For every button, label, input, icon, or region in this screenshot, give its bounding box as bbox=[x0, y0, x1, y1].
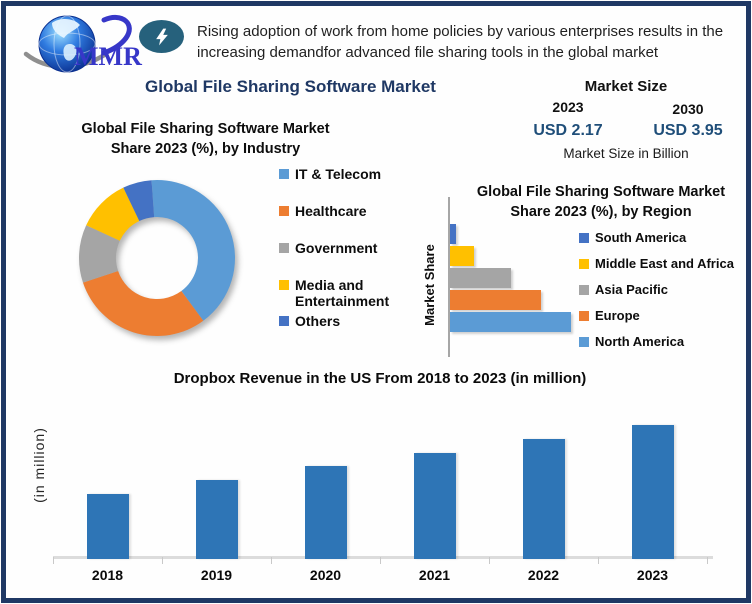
region-legend-label: Europe bbox=[595, 308, 640, 323]
industry-legend-swatch bbox=[279, 206, 289, 216]
revenue-y-axis-label: (in million) bbox=[31, 427, 47, 503]
region-legend-swatch bbox=[579, 311, 589, 321]
revenue-axis-tick bbox=[598, 557, 599, 564]
market-size-heading: Market Size bbox=[584, 78, 668, 95]
industry-legend-swatch bbox=[279, 280, 289, 290]
market-size-start-year: 2023 bbox=[552, 99, 584, 115]
revenue-axis-tick bbox=[162, 557, 163, 564]
region-bar-europe bbox=[450, 290, 541, 310]
region-chart-title-line2: Share 2023 (%), by Region bbox=[510, 204, 692, 220]
industry-chart-title-line1: Global File Sharing Software Market bbox=[81, 121, 330, 137]
donut-slice-others bbox=[123, 180, 155, 222]
donut-slice-media-and-entertainment bbox=[86, 187, 140, 241]
industry-chart-title: Global File Sharing Software Market Shar… bbox=[53, 119, 358, 159]
region-bar-south-america bbox=[450, 224, 456, 244]
region-legend-item-south-america: South America bbox=[579, 230, 734, 246]
industry-legend-label: Others bbox=[295, 313, 341, 329]
revenue-bar-2019 bbox=[196, 480, 238, 559]
revenue-bar-2018 bbox=[87, 494, 129, 559]
industry-legend-swatch bbox=[279, 169, 289, 179]
revenue-axis-tick bbox=[380, 557, 381, 564]
headline-line-1: Rising adoption of work from home polici… bbox=[197, 23, 724, 40]
revenue-x-tick-label-2021: 2021 bbox=[418, 567, 451, 583]
mmr-logo: MMR bbox=[23, 14, 142, 73]
revenue-axis-tick bbox=[707, 557, 708, 564]
industry-legend-swatch bbox=[279, 316, 289, 326]
industry-legend-swatch bbox=[279, 243, 289, 253]
revenue-bar-2020 bbox=[305, 466, 347, 559]
revenue-x-tick-label-2020: 2020 bbox=[309, 567, 342, 583]
region-bar-north-america bbox=[450, 312, 571, 332]
region-legend-item-north-america: North America bbox=[579, 334, 734, 350]
region-bar-chart bbox=[450, 224, 571, 334]
industry-legend-item-healthcare: Healthcare bbox=[279, 203, 401, 219]
industry-legend-label: Healthcare bbox=[295, 203, 367, 219]
industry-legend-item-others: Others bbox=[279, 313, 401, 329]
donut-slice-healthcare bbox=[82, 270, 204, 336]
revenue-axis-tick bbox=[53, 557, 54, 564]
revenue-axis-tick bbox=[271, 557, 272, 564]
headline-line-2: increasing demandfor advanced file shari… bbox=[197, 44, 659, 61]
revenue-x-tick-label-2019: 2019 bbox=[200, 567, 233, 583]
region-legend-label: South America bbox=[595, 230, 687, 245]
revenue-bar-2021 bbox=[414, 453, 456, 559]
region-legend-item-asia-pacific: Asia Pacific bbox=[579, 282, 734, 298]
lightning-bolt-icon bbox=[155, 28, 168, 45]
market-size-unit-note: Market Size in Billion bbox=[563, 146, 689, 161]
region-chart-title: Global File Sharing Software Market Shar… bbox=[450, 182, 752, 222]
industry-donut-chart bbox=[79, 180, 236, 336]
region-legend-item-europe: Europe bbox=[579, 308, 734, 324]
headline: Rising adoption of work from home polici… bbox=[197, 21, 727, 63]
region-legend: South America Middle East and Africa Asia … bbox=[579, 230, 734, 350]
region-legend-item-middle-east-and-africa: Middle East and Africa bbox=[579, 256, 734, 272]
revenue-x-tick-label-2018: 2018 bbox=[91, 567, 124, 583]
revenue-x-tick-label-2023: 2023 bbox=[636, 567, 669, 583]
logo-wordmark: MMR bbox=[74, 42, 142, 71]
region-bar-middle-east-and-africa bbox=[450, 246, 474, 266]
region-legend-swatch bbox=[579, 285, 589, 295]
revenue-axis-tick bbox=[489, 557, 490, 564]
industry-legend-item-it-telecom: IT & Telecom bbox=[279, 166, 401, 182]
region-y-axis-label: Market Share bbox=[422, 244, 437, 326]
industry-legend-label: IT & Telecom bbox=[295, 166, 382, 182]
region-chart-title-line1: Global File Sharing Software Market bbox=[476, 184, 726, 200]
region-legend-swatch bbox=[579, 233, 589, 243]
region-y-axis-line bbox=[448, 197, 450, 357]
region-legend-swatch bbox=[579, 337, 589, 347]
industry-legend-item-media-and-entertainment: Media and Entertainment bbox=[279, 277, 401, 309]
industry-chart-title-line2: Share 2023 (%), by Industry bbox=[110, 141, 301, 157]
donut-slice-government bbox=[79, 225, 120, 283]
lightning-badge bbox=[139, 20, 184, 53]
logo-curve bbox=[101, 14, 132, 56]
market-size-end-year: 2030 bbox=[672, 101, 704, 117]
revenue-x-tick-label-2022: 2022 bbox=[527, 567, 560, 583]
region-legend-label: Asia Pacific bbox=[595, 282, 668, 297]
revenue-bar-2022 bbox=[523, 439, 565, 559]
page-title: Global File Sharing Software Market bbox=[145, 77, 436, 96]
industry-legend-label: Media and Entertainment bbox=[295, 277, 390, 309]
industry-legend: IT & Telecom Healthcare Government Media an… bbox=[279, 166, 401, 329]
industry-legend-item-government: Government bbox=[279, 240, 401, 256]
revenue-bar-2023 bbox=[632, 425, 674, 559]
industry-legend-label: Government bbox=[295, 240, 378, 256]
revenue-chart-title: Dropbox Revenue in the US From 2018 to 2… bbox=[173, 370, 587, 387]
donut-slice-it-telecom bbox=[151, 180, 236, 321]
market-size-start-value: USD 2.17 bbox=[533, 122, 603, 139]
market-size-end-value: USD 3.95 bbox=[653, 122, 723, 139]
revenue-x-axis-line bbox=[53, 556, 713, 559]
globe-icon bbox=[38, 15, 96, 73]
region-legend-label: North America bbox=[595, 334, 685, 349]
region-legend-label: Middle East and Africa bbox=[595, 256, 734, 271]
region-legend-swatch bbox=[579, 259, 589, 269]
region-bar-asia-pacific bbox=[450, 268, 511, 288]
